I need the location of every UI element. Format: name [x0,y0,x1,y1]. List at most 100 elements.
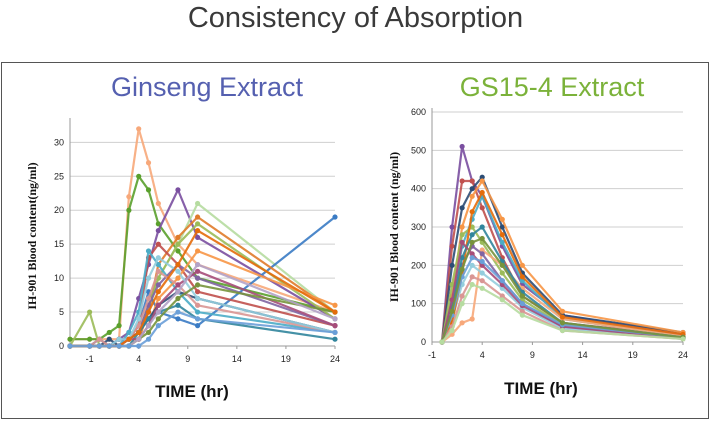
data-point [106,336,112,342]
data-point [519,274,525,280]
data-point [469,274,475,280]
data-point [145,309,152,315]
x-tick-label: 19 [628,350,638,360]
data-point [126,194,132,200]
x-tick-label: 24 [678,350,688,360]
x-tick-label: 4 [480,350,485,360]
data-point [469,178,475,184]
x-tick-label: 14 [232,354,242,364]
data-point [67,336,73,342]
data-point [175,289,181,295]
data-point [194,316,201,322]
y-tick-label: 200 [411,260,426,270]
data-point [126,329,132,336]
x-tick-label: 14 [578,350,588,360]
data-point [469,239,475,245]
data-point [499,216,505,222]
data-point [155,221,161,227]
data-point [116,323,122,329]
data-point [145,336,152,342]
data-point [479,189,485,196]
data-point [175,309,181,315]
y-tick-label: 500 [411,145,426,155]
data-point [449,327,455,334]
data-point [559,320,566,326]
data-point [126,343,132,349]
data-point [519,301,525,307]
data-point [459,178,465,184]
data-point [479,285,485,291]
data-point [559,314,566,320]
data-point [175,316,181,322]
data-point [67,343,73,349]
data-point [499,232,505,238]
data-point [332,323,338,329]
data-point [469,209,475,215]
x-axis-label: TIME (hr) [155,382,229,401]
content-frame [1,62,709,419]
x-tick-label: -1 [86,354,94,364]
data-point [479,258,485,265]
data-point [175,302,181,308]
data-point [155,323,161,329]
data-point [519,312,525,318]
data-point [332,329,338,336]
data-point [479,224,485,230]
data-point [479,270,485,276]
data-point [332,309,338,315]
data-point [469,193,475,199]
chart-title: Ginseng Extract [111,72,304,102]
data-point [194,261,201,268]
data-point [155,200,161,207]
data-point [194,200,201,207]
data-point [155,261,161,268]
data-point [469,316,475,322]
y-tick-label: 5 [59,307,64,317]
data-point [175,275,181,281]
data-point [469,262,475,268]
y-tick-label: 100 [411,299,426,309]
data-point [332,316,338,322]
data-point [194,248,201,254]
data-point [145,160,152,166]
data-point [145,316,152,322]
data-point [459,293,465,299]
x-tick-label: 9 [185,354,190,364]
data-point [469,255,475,261]
data-point [136,173,142,179]
y-tick-label: 300 [411,222,426,232]
data-point [194,234,201,240]
data-point [449,308,455,314]
data-point [145,187,152,193]
data-point [155,309,161,315]
data-point [136,126,142,132]
data-point [87,343,93,349]
data-point [499,278,505,284]
data-point [106,343,112,349]
data-point [499,262,505,268]
data-point [459,301,465,307]
data-point [145,329,152,336]
data-point [499,293,505,299]
y-tick-label: 10 [54,273,64,283]
data-point [559,327,566,334]
data-point [519,262,525,268]
data-point [479,205,485,211]
data-point [519,293,525,299]
data-point [155,282,161,288]
x-tick-label: 4 [136,354,141,364]
data-point [96,336,103,342]
data-point [332,336,338,342]
data-point [479,174,485,180]
data-point [479,251,485,257]
data-point [469,281,475,288]
data-point [332,302,338,308]
chart-2: GS15-4 Extract 0 100 200 300 400 500 600 -1 4 9 14 1… [387,72,688,398]
data-point [175,282,181,288]
data-point [155,268,161,274]
data-point [116,343,122,349]
page-title: Consistency of Absorption [187,2,524,34]
y-tick-label: 30 [54,137,64,147]
y-tick-label: 400 [411,184,426,194]
